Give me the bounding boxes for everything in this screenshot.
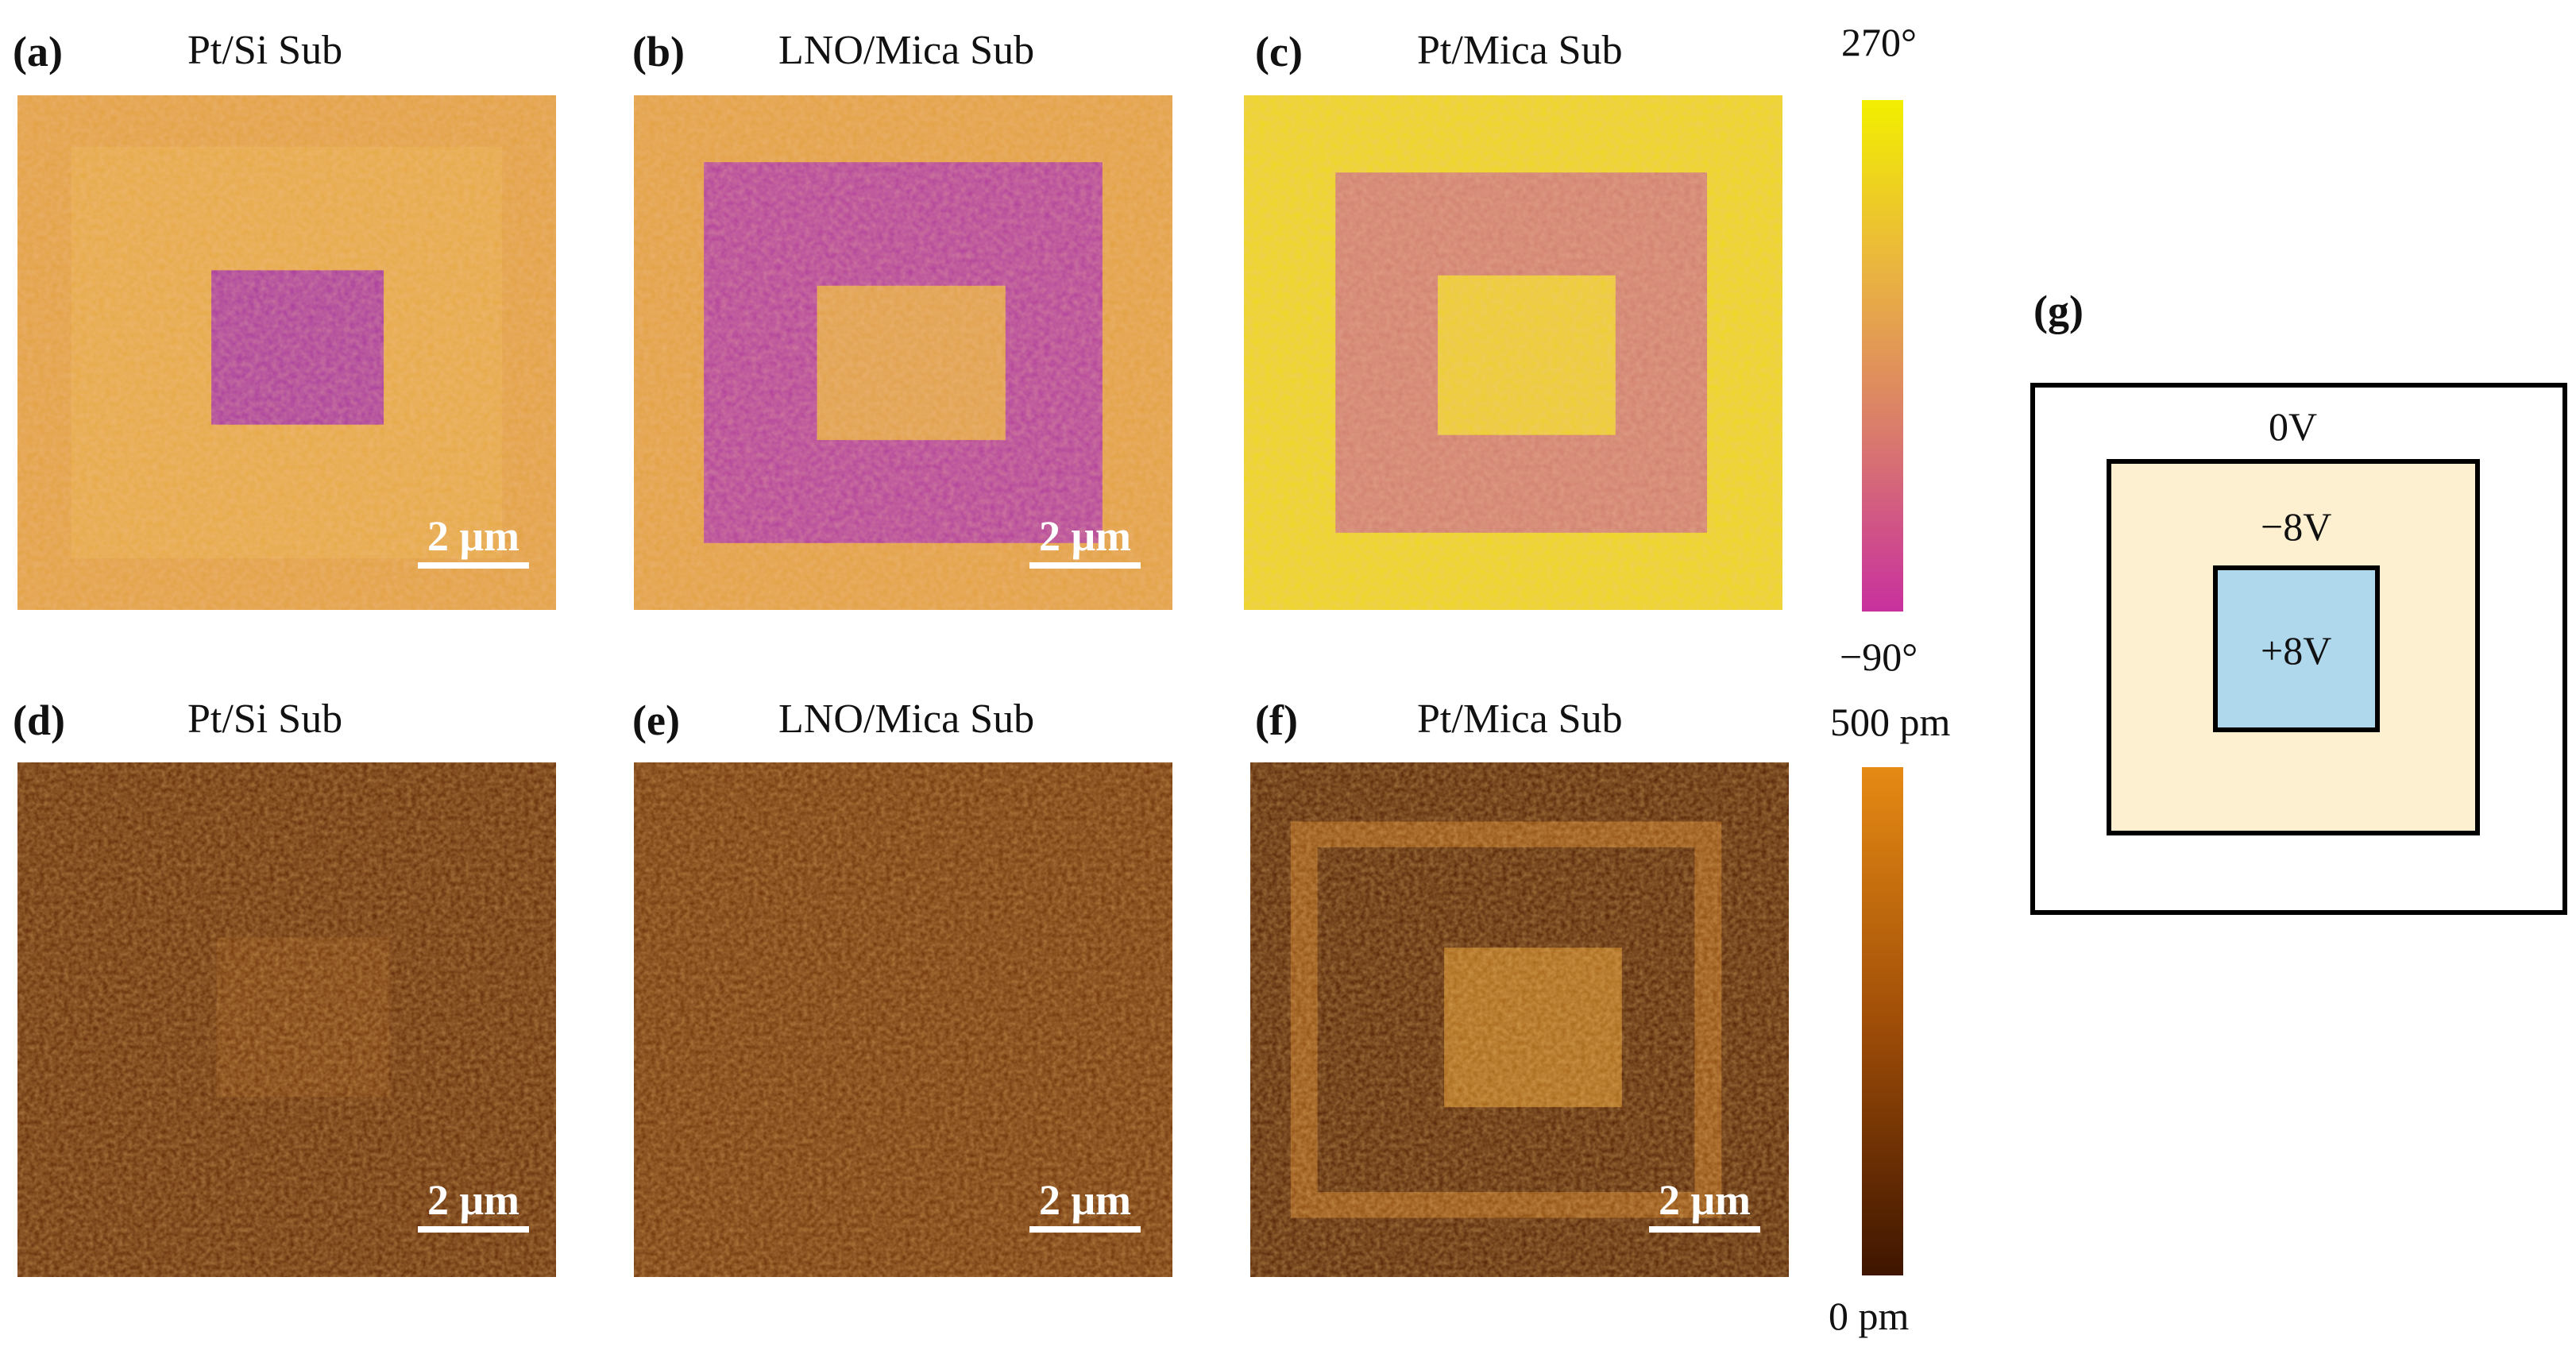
panel-label-f: (f) [1255,696,1298,744]
d-noise [17,762,556,1277]
phase-colorbar-min: −90° [1840,635,1918,679]
scalebar-a-text: 2 μm [427,512,520,560]
scalebar-e-text: 2 μm [1038,1176,1132,1224]
scalebar-e-line [1029,1226,1141,1233]
scalebar-d-text: 2 μm [427,1176,520,1224]
panel-label-a: (a) [13,28,63,75]
amplitude-map-e [634,762,1172,1277]
panel-label-g: (g) [2033,287,2084,334]
panel-title-a: Pt/Si Sub [187,28,343,73]
panel-title-b: LNO/Mica Sub [778,28,1035,73]
scalebar-d: 2 μm [418,1179,529,1233]
panel-title-c: Pt/Mica Sub [1417,28,1623,73]
panel-label-b: (b) [632,28,685,75]
scalebar-d-line [418,1226,529,1233]
b-noise [634,95,1172,610]
phase-colorbar-max: 270° [1841,20,1917,64]
schematic-inner-box [2213,565,2380,732]
scalebar-a-line [418,562,529,569]
amplitude-colorbar [1862,767,1903,1275]
scalebar-a: 2 μm [418,515,529,569]
amplitude-map-d [17,762,556,1277]
schematic-outer-label: 0V [2269,404,2318,449]
e-noise [634,762,1172,1277]
scalebar-b: 2 μm [1029,515,1141,569]
schematic-inner-label: +8V [2261,628,2332,673]
scalebar-b-text: 2 μm [1038,512,1132,560]
panel-title-e: LNO/Mica Sub [778,696,1035,742]
panel-label-d: (d) [13,696,65,744]
scalebar-f-line [1649,1226,1760,1233]
amplitude-colorbar-min: 0 pm [1829,1294,1910,1338]
a-noise [17,95,556,610]
schematic-middle-label: −8V [2261,504,2332,549]
c-noise [1244,95,1782,610]
panel-label-c: (c) [1255,28,1303,75]
phase-map-b [634,95,1172,610]
phase-colorbar [1862,100,1903,612]
panel-label-e: (e) [632,696,680,744]
panel-title-d: Pt/Si Sub [187,696,343,742]
amplitude-map-f [1250,762,1789,1277]
f-noise [1250,762,1789,1277]
phase-map-a [17,95,556,610]
scalebar-f-text: 2 μm [1658,1176,1751,1224]
amplitude-colorbar-max: 500 pm [1830,700,1951,744]
panel-title-f: Pt/Mica Sub [1417,696,1623,742]
scalebar-b-line [1029,562,1141,569]
scalebar-e: 2 μm [1029,1179,1141,1233]
phase-map-c [1244,95,1782,610]
scalebar-f: 2 μm [1649,1179,1760,1233]
